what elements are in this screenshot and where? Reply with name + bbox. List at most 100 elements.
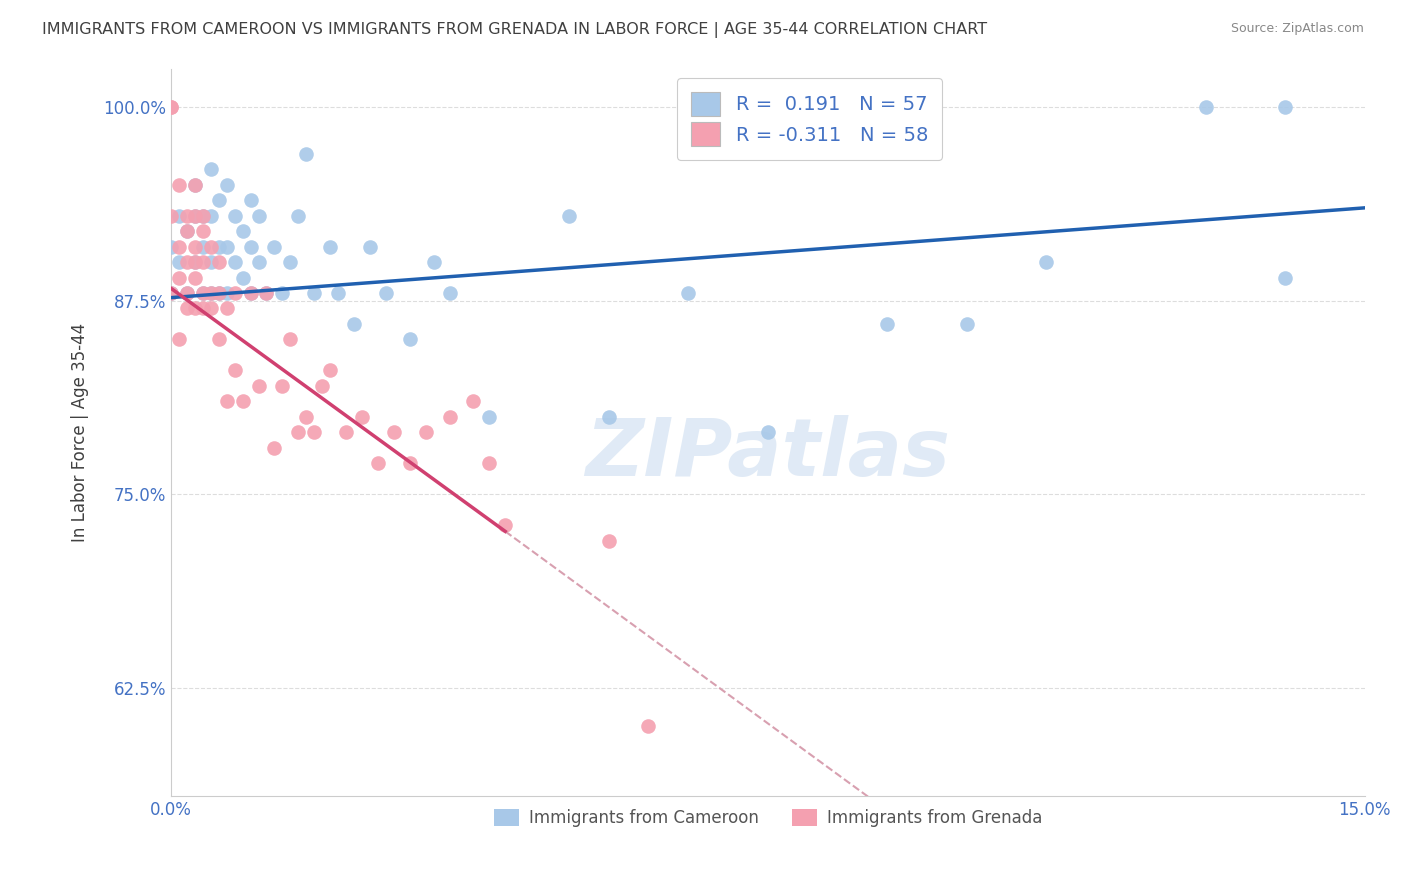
Point (374, 285, 396, 300)
Point (319, 363, 342, 377)
Point (215, 285, 238, 300)
Point (319, 239, 342, 253)
Point (1274, 100, 1296, 114)
Point (271, 379, 294, 393)
Point (215, 178, 238, 192)
Point (382, 425, 405, 440)
Point (415, 425, 437, 440)
Point (326, 285, 349, 300)
Point (598, 533, 620, 548)
Point (215, 394, 238, 409)
Point (463, 394, 485, 409)
Point (367, 456, 389, 470)
Point (956, 317, 979, 331)
Point (167, 333, 190, 347)
Point (263, 239, 285, 253)
Point (191, 255, 214, 269)
Y-axis label: In Labor Force | Age 35-44: In Labor Force | Age 35-44 (72, 323, 89, 541)
Point (224, 285, 246, 300)
Point (176, 301, 198, 316)
Point (439, 285, 461, 300)
Point (263, 441, 285, 455)
Point (304, 285, 326, 300)
Point (304, 425, 326, 440)
Point (167, 239, 190, 253)
Point (208, 333, 231, 347)
Point (232, 394, 254, 409)
Point (160, 239, 183, 253)
Point (311, 379, 333, 393)
Point (200, 239, 222, 253)
Point (232, 270, 254, 285)
Point (184, 301, 207, 316)
Point (160, 209, 183, 223)
Point (200, 301, 222, 316)
Point (247, 379, 270, 393)
Point (191, 239, 214, 253)
Point (224, 209, 246, 223)
Point (247, 255, 270, 269)
Point (239, 285, 262, 300)
Point (398, 456, 420, 470)
Point (191, 285, 214, 300)
Point (876, 317, 898, 331)
Point (200, 255, 222, 269)
Point (478, 456, 501, 470)
Point (184, 178, 207, 192)
Text: ZIPatlas: ZIPatlas (585, 415, 950, 493)
Point (494, 518, 516, 533)
Point (439, 409, 461, 424)
Point (167, 255, 190, 269)
Point (160, 100, 183, 114)
Point (678, 285, 700, 300)
Point (280, 255, 302, 269)
Point (208, 285, 231, 300)
Point (478, 409, 501, 424)
Point (398, 333, 420, 347)
Point (239, 193, 262, 207)
Point (184, 209, 207, 223)
Point (359, 239, 381, 253)
Point (184, 255, 207, 269)
Point (247, 209, 270, 223)
Point (1274, 270, 1296, 285)
Point (167, 209, 190, 223)
Point (200, 285, 222, 300)
Point (295, 146, 318, 161)
Point (184, 270, 207, 285)
Point (176, 285, 198, 300)
Point (176, 209, 198, 223)
Point (558, 209, 581, 223)
Point (1194, 100, 1216, 114)
Point (200, 285, 222, 300)
Text: IMMIGRANTS FROM CAMEROON VS IMMIGRANTS FROM GRENADA IN LABOR FORCE | AGE 35-44 C: IMMIGRANTS FROM CAMEROON VS IMMIGRANTS F… (42, 22, 987, 38)
Point (271, 285, 294, 300)
Point (1035, 255, 1057, 269)
Point (343, 317, 366, 331)
Point (208, 193, 231, 207)
Point (350, 409, 373, 424)
Point (239, 285, 262, 300)
Point (167, 178, 190, 192)
Point (335, 425, 357, 440)
Text: Source: ZipAtlas.com: Source: ZipAtlas.com (1230, 22, 1364, 36)
Point (167, 270, 190, 285)
Point (191, 301, 214, 316)
Point (256, 285, 278, 300)
Point (200, 162, 222, 177)
Point (160, 285, 183, 300)
Point (256, 285, 278, 300)
Point (184, 178, 207, 192)
Point (191, 224, 214, 238)
Point (160, 285, 183, 300)
Point (637, 719, 659, 733)
Point (176, 224, 198, 238)
Point (184, 209, 207, 223)
Point (239, 239, 262, 253)
Point (280, 333, 302, 347)
Point (295, 409, 318, 424)
Point (224, 255, 246, 269)
Point (287, 425, 309, 440)
Point (224, 363, 246, 377)
Point (191, 209, 214, 223)
